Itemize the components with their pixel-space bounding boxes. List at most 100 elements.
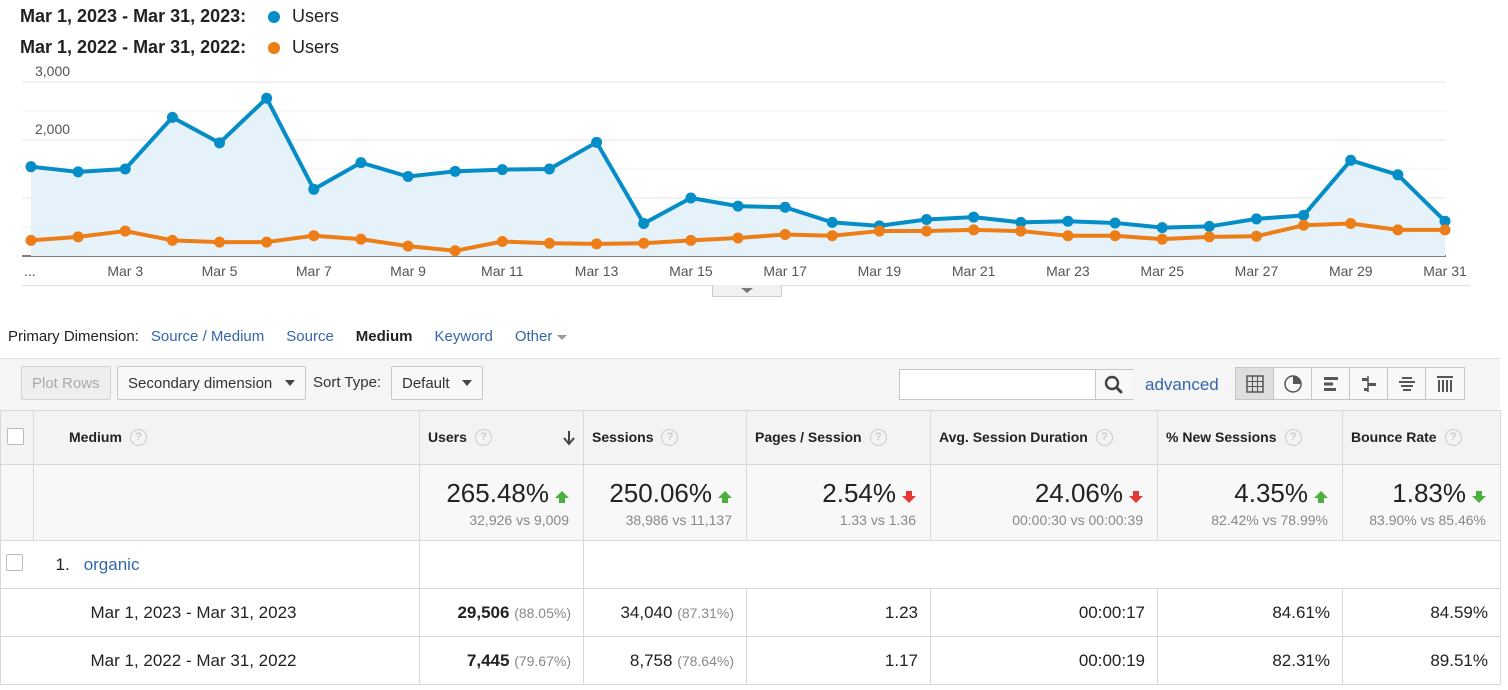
data-point: [638, 237, 650, 249]
data-point: [873, 225, 885, 237]
data-point: [1062, 215, 1074, 227]
term-cloud-icon: [1398, 376, 1415, 391]
row-date-range: Mar 1, 2023 - Mar 31, 2023: [33, 588, 420, 637]
dimension-other[interactable]: Other: [515, 328, 568, 345]
total-compare: 83.90% vs 85.46%: [1369, 511, 1486, 528]
data-point: [732, 232, 744, 244]
row-index: 1.: [55, 554, 70, 574]
data-point: [968, 224, 980, 236]
x-tick-label: Mar 29: [1329, 263, 1373, 279]
help-icon[interactable]: ?: [1284, 429, 1302, 447]
header-bounce-rate[interactable]: Bounce Rate?: [1342, 410, 1501, 465]
search-button[interactable]: [1095, 370, 1133, 399]
data-point: [826, 216, 838, 228]
row-dimension-link[interactable]: organic: [83, 554, 140, 574]
arrow-down-icon: [902, 490, 916, 503]
help-icon[interactable]: ?: [869, 429, 887, 447]
secondary-dimension-dropdown[interactable]: Secondary dimension: [117, 366, 306, 400]
select-all-checkbox[interactable]: [7, 427, 24, 445]
data-point: [25, 161, 37, 173]
data-point: [921, 225, 933, 237]
sort-type-label: Sort Type:: [313, 374, 382, 391]
data-point: [355, 157, 367, 169]
advanced-filter-link[interactable]: advanced: [1145, 375, 1219, 394]
help-icon[interactable]: ?: [1095, 429, 1113, 447]
total-value: 4.35%: [1234, 477, 1308, 508]
data-point: [1109, 230, 1121, 242]
arrow-down-icon: [1472, 490, 1486, 503]
view-data-button[interactable]: [1236, 368, 1274, 399]
header-label: Avg. Session Duration: [939, 428, 1088, 445]
data-point: [543, 163, 555, 175]
y-tick-label: 2,000: [35, 121, 70, 137]
dimension-source[interactable]: Source: [286, 328, 334, 345]
y-tick-label: 3,000: [35, 63, 70, 79]
search-input[interactable]: [900, 370, 1095, 399]
legend-dot: [268, 41, 280, 54]
row-users: 29,506 (88.05%): [419, 588, 584, 637]
series-area: [31, 98, 1445, 256]
sort-descending-icon: [563, 430, 575, 446]
dimension-medium: Medium: [355, 328, 413, 345]
table-row: Mar 1, 2023 - Mar 31, 2023 29,506 (88.05…: [0, 588, 1501, 637]
data-point: [308, 230, 320, 242]
row-new-sessions: 82.31%: [1157, 636, 1343, 685]
x-tick-label: Mar 17: [763, 263, 807, 279]
view-performance-button[interactable]: [1312, 368, 1350, 399]
data-point: [1203, 231, 1215, 243]
header-pages-per-session[interactable]: Pages / Session?: [746, 410, 931, 465]
header-sessions[interactable]: Sessions?: [583, 410, 747, 465]
legend-range: Mar 1, 2022 - Mar 31, 2022:: [20, 37, 247, 57]
header-avg-session-duration[interactable]: Avg. Session Duration?: [930, 410, 1158, 465]
explorer-table: Medium? Users? Sessions? Pages / Session…: [0, 410, 1501, 685]
total-value: 250.06%: [609, 477, 712, 508]
sort-type-dropdown[interactable]: Default: [391, 366, 483, 400]
dimension-keyword[interactable]: Keyword: [434, 328, 493, 345]
total-value: 1.83%: [1392, 477, 1466, 508]
view-term-cloud-button[interactable]: [1388, 368, 1426, 399]
data-point: [779, 229, 791, 241]
header-medium[interactable]: Medium?: [33, 410, 420, 465]
data-point: [449, 165, 461, 177]
pie-chart-icon: [1283, 374, 1302, 393]
data-point: [1345, 218, 1357, 230]
row-pages-per-session: 1.23: [746, 588, 931, 637]
row-avg-session-duration: 00:00:19: [930, 636, 1158, 685]
totals-row: 265.48% 32,926 vs 9,009 250.06% 38,986 vs …: [0, 464, 1501, 541]
view-pivot-button[interactable]: [1426, 368, 1464, 399]
total-compare: 32,926 vs 9,009: [469, 511, 569, 528]
help-icon[interactable]: ?: [661, 429, 679, 447]
legend-range: Mar 1, 2023 - Mar 31, 2023:: [20, 6, 247, 26]
header-label: Pages / Session: [755, 428, 862, 445]
chevron-down-icon: [557, 334, 568, 340]
data-point: [214, 236, 226, 248]
data-point: [496, 164, 508, 176]
data-point: [543, 237, 555, 249]
help-icon[interactable]: ?: [129, 429, 147, 447]
x-tick-label: Mar 7: [296, 263, 332, 279]
plot-rows-button[interactable]: Plot Rows: [21, 366, 111, 400]
data-point: [119, 163, 131, 175]
x-tick-label: Mar 19: [858, 263, 902, 279]
data-point: [355, 233, 367, 245]
row-empty: [583, 540, 1501, 589]
row-checkbox[interactable]: [6, 553, 23, 571]
arrow-up-icon: [555, 490, 569, 503]
x-tick-label: Mar 27: [1235, 263, 1279, 279]
header-new-sessions[interactable]: % New Sessions?: [1157, 410, 1343, 465]
row-users-value: 7,445: [466, 650, 510, 670]
table-row: Mar 1, 2022 - Mar 31, 2022 7,445 (79.67%…: [0, 636, 1501, 685]
chart-expand-toggle[interactable]: [712, 285, 782, 297]
help-icon[interactable]: ?: [1444, 429, 1462, 447]
header-users[interactable]: Users?: [419, 410, 584, 465]
dimension-source-medium[interactable]: Source / Medium: [150, 328, 265, 345]
view-percentage-button[interactable]: [1274, 368, 1312, 399]
x-tick-label: Mar 9: [390, 263, 426, 279]
help-icon[interactable]: ?: [474, 429, 492, 447]
view-comparison-button[interactable]: [1350, 368, 1388, 399]
data-point: [1250, 213, 1262, 225]
data-point: [732, 200, 744, 212]
bar-list-icon: [1323, 376, 1338, 391]
data-point: [638, 218, 650, 230]
data-point: [591, 136, 603, 148]
